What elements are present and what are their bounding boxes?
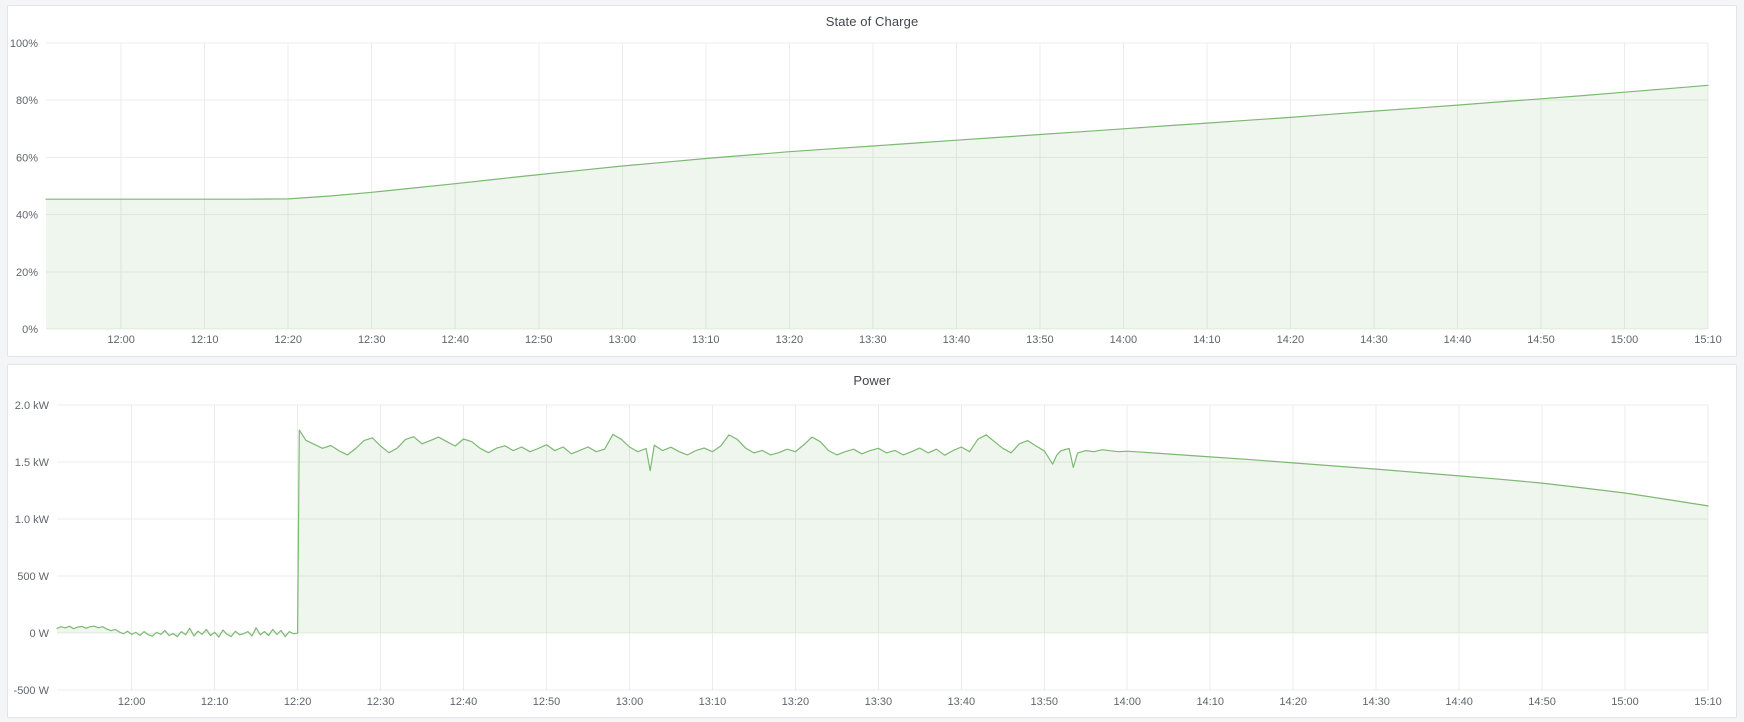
x-axis-tick-label: 12:00 xyxy=(107,334,135,346)
y-axis-tick-label: -500 W xyxy=(14,685,50,697)
x-axis-tick-label: 15:00 xyxy=(1611,334,1639,346)
x-axis-tick-label: 12:00 xyxy=(118,696,146,708)
state-of-charge-plot[interactable]: 100% 80% 60% 40% 20% 0% 12:00 12:10 12:20 12:30 12… xyxy=(8,36,1736,356)
x-axis-tick-label: 14:40 xyxy=(1444,334,1472,346)
panel-title-state-of-charge[interactable]: State of Charge xyxy=(825,13,919,29)
x-axis-tick-label: 14:10 xyxy=(1196,696,1224,708)
y-axis-tick-label: 40% xyxy=(16,210,38,222)
x-axis-tick-label: 13:00 xyxy=(609,334,637,346)
power-chart[interactable]: 2.0 kW 1.5 kW 1.0 kW 500 W 0 W -500 W 12:00 12:… xyxy=(8,395,1736,717)
x-axis-tick-label: 14:20 xyxy=(1277,334,1305,346)
x-axis-tick-label: 12:40 xyxy=(441,334,469,346)
y-axis-tick-label: 80% xyxy=(16,95,38,107)
x-axis-tick-label: 12:30 xyxy=(367,696,395,708)
y-axis-tick-label: 500 W xyxy=(17,571,49,583)
x-axis-tick-label: 13:30 xyxy=(865,696,893,708)
x-axis-tick-label: 12:40 xyxy=(450,696,478,708)
x-axis-tick-label: 13:10 xyxy=(699,696,727,708)
x-axis-tick-label: 13:40 xyxy=(943,334,971,346)
x-axis-tick-label: 12:10 xyxy=(191,334,219,346)
panel-title-power[interactable]: Power xyxy=(853,372,891,388)
x-axis-tick-label: 12:20 xyxy=(274,334,302,346)
x-axis-tick-label: 14:00 xyxy=(1110,334,1138,346)
x-axis-tick-label: 13:50 xyxy=(1031,696,1059,708)
x-axis-tick-label: 14:50 xyxy=(1527,334,1555,346)
y-axis-tick-label: 1.5 kW xyxy=(15,457,50,469)
x-axis-tick-label: 13:20 xyxy=(776,334,804,346)
x-axis-tick-label: 14:30 xyxy=(1360,334,1388,346)
y-axis-tick-label: 0% xyxy=(22,324,38,336)
state-of-charge-chart[interactable]: 100% 80% 60% 40% 20% 0% 12:00 12:10 12:20 12:30 12… xyxy=(8,36,1736,356)
x-axis-tick-label: 13:40 xyxy=(948,696,976,708)
y-axis-tick-label: 100% xyxy=(10,38,38,50)
panel-power: Power 2.0 kW 1.5 kW 1.0 kW 500 W 0 W -500 W 12… xyxy=(7,364,1737,718)
x-axis-tick-label: 15:10 xyxy=(1694,334,1722,346)
x-axis-tick-label: 14:10 xyxy=(1193,334,1221,346)
x-axis-tick-label: 14:00 xyxy=(1113,696,1141,708)
x-axis-tick-label: 12:50 xyxy=(533,696,561,708)
x-axis-tick-label: 14:40 xyxy=(1445,696,1473,708)
x-axis-tick-label: 14:20 xyxy=(1279,696,1307,708)
x-axis-tick-label: 12:30 xyxy=(358,334,386,346)
x-axis-tick-label: 13:50 xyxy=(1026,334,1054,346)
y-axis-tick-label: 2.0 kW xyxy=(15,400,50,412)
x-axis-tick-label: 12:20 xyxy=(284,696,312,708)
series-line xyxy=(45,84,1709,200)
y-axis-tick-label: 0 W xyxy=(29,628,49,640)
x-axis-tick-label: 15:10 xyxy=(1694,696,1722,708)
power-plot[interactable]: 2.0 kW 1.5 kW 1.0 kW 500 W 0 W -500 W 12:00 12:… xyxy=(8,395,1736,717)
x-axis-tick-label: 13:30 xyxy=(859,334,887,346)
x-axis-tick-label: 13:00 xyxy=(616,696,644,708)
series-line xyxy=(56,429,1709,638)
y-axis-tick-label: 20% xyxy=(16,267,38,279)
panel-state-of-charge: State of Charge 100% 80% 60% 40% 20% 0% 12:00 1… xyxy=(7,5,1737,357)
y-axis-tick-label: 60% xyxy=(16,152,38,164)
x-axis-tick-label: 13:10 xyxy=(692,334,720,346)
x-axis-tick-label: 14:30 xyxy=(1362,696,1390,708)
x-axis-tick-label: 15:00 xyxy=(1611,696,1639,708)
series-area-fill xyxy=(57,430,1708,638)
y-axis-tick-label: 1.0 kW xyxy=(15,514,50,526)
x-axis-tick-label: 12:50 xyxy=(525,334,553,346)
x-axis-tick-label: 12:10 xyxy=(201,696,229,708)
series-area-fill xyxy=(46,85,1708,329)
x-axis-tick-label: 14:50 xyxy=(1528,696,1556,708)
x-axis-tick-label: 13:20 xyxy=(782,696,810,708)
